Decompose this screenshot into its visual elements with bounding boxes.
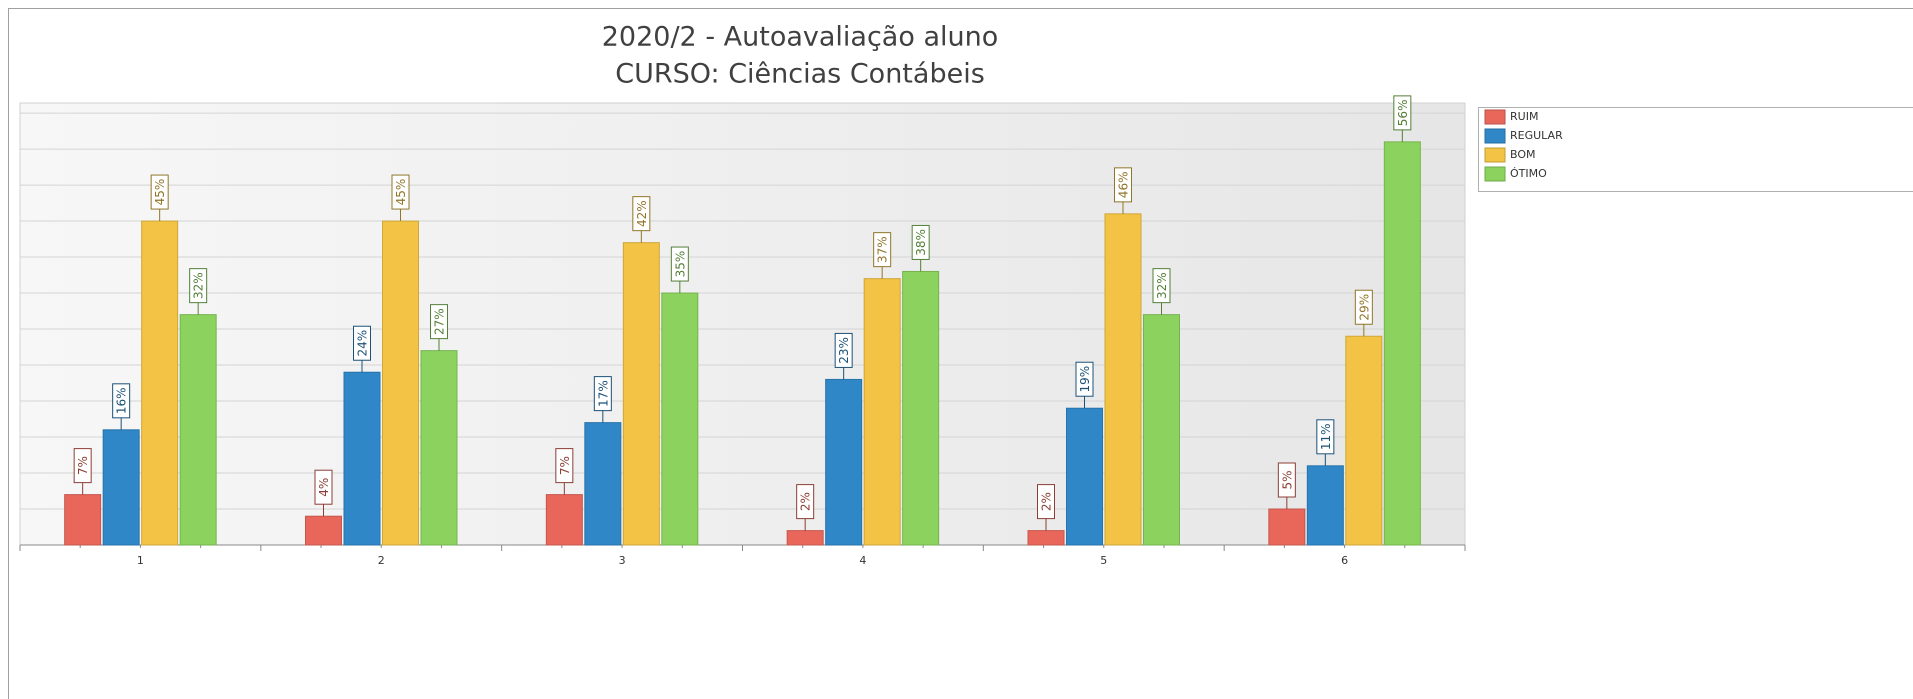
bar [863, 278, 901, 546]
bar [661, 292, 699, 546]
data-label: 2% [1040, 492, 1054, 511]
data-label: 19% [1078, 366, 1092, 393]
data-label: 23% [837, 337, 851, 364]
data-label: 24% [356, 330, 370, 357]
label-box [1316, 419, 1335, 455]
data-label: 27% [433, 308, 447, 335]
bar [584, 422, 622, 546]
label-box [391, 174, 410, 210]
legend-swatch [1484, 128, 1506, 144]
bar [825, 378, 863, 546]
data-label: 29% [1357, 294, 1371, 321]
data-label: 46% [1117, 172, 1131, 199]
data-label: 11% [1319, 423, 1333, 450]
label-box [430, 304, 448, 340]
label-box [73, 448, 92, 484]
data-label: 7% [558, 456, 572, 475]
data-label: 38% [914, 229, 928, 256]
label-box [150, 174, 169, 210]
label-box [1114, 167, 1132, 203]
data-label: 42% [635, 200, 649, 227]
legend-box [1478, 107, 1913, 192]
data-label: 35% [673, 251, 687, 278]
data-label: 5% [1280, 470, 1294, 489]
x-tick-label: 2 [378, 554, 385, 567]
data-label: 45% [153, 179, 167, 206]
chart-subtitle: CURSO: Ciências Contábeis [615, 59, 985, 90]
data-label: 17% [596, 380, 610, 407]
label-box [1393, 95, 1412, 131]
bar [1383, 141, 1421, 546]
label-box [353, 325, 371, 361]
label-box [670, 246, 689, 282]
data-label: 2% [799, 492, 813, 511]
bar [102, 429, 140, 546]
legend-label: RUIM [1510, 110, 1538, 123]
legend-swatch [1484, 166, 1506, 182]
bar [1143, 314, 1180, 546]
bar [545, 494, 583, 546]
label-box [796, 484, 815, 520]
bar [1066, 407, 1103, 546]
label-box [593, 376, 612, 412]
data-label: 4% [317, 478, 331, 497]
bar [343, 371, 381, 546]
bar [64, 494, 102, 546]
chart-title: 2020/2 - Autoavaliação aluno [602, 22, 998, 53]
label-box [1277, 462, 1296, 498]
label-box [632, 196, 651, 232]
x-tick-label: 5 [1100, 554, 1107, 567]
legend-label: BOM [1510, 148, 1536, 161]
data-label: 7% [76, 456, 90, 475]
data-label: 56% [1396, 100, 1410, 127]
data-label: 37% [876, 236, 890, 263]
label-box [873, 232, 892, 268]
label-box [112, 383, 131, 419]
label-box [1075, 361, 1094, 397]
x-tick-label: 6 [1341, 554, 1348, 567]
x-tick-label: 3 [619, 554, 626, 567]
bar [1104, 213, 1142, 546]
bar [622, 242, 660, 546]
label-box [314, 469, 333, 505]
bar [141, 220, 179, 546]
data-label: 32% [192, 272, 206, 299]
x-tick-label: 4 [859, 554, 866, 567]
label-box [1037, 484, 1055, 520]
bar [1268, 508, 1306, 546]
label-box [911, 224, 930, 260]
legend-swatch [1484, 109, 1506, 125]
bar [420, 350, 458, 546]
data-label: 16% [115, 387, 129, 414]
label-box [555, 448, 574, 484]
legend-label: REGULAR [1510, 129, 1563, 142]
label-box [1354, 289, 1373, 325]
label-box [189, 268, 208, 304]
bar [179, 314, 217, 546]
bar [1027, 530, 1065, 546]
data-label: 32% [1155, 272, 1169, 299]
label-box [834, 332, 853, 368]
label-box [1152, 268, 1171, 304]
bar [902, 270, 940, 546]
legend-label: ÓTIMO [1510, 167, 1547, 180]
plot-area [19, 102, 1466, 546]
legend-swatch [1484, 147, 1506, 163]
bar [1345, 335, 1383, 546]
data-label: 45% [394, 179, 408, 206]
bar [786, 530, 824, 546]
bar [1306, 465, 1344, 546]
bar [305, 515, 342, 546]
bar [382, 220, 419, 546]
x-tick-label: 1 [137, 554, 144, 567]
